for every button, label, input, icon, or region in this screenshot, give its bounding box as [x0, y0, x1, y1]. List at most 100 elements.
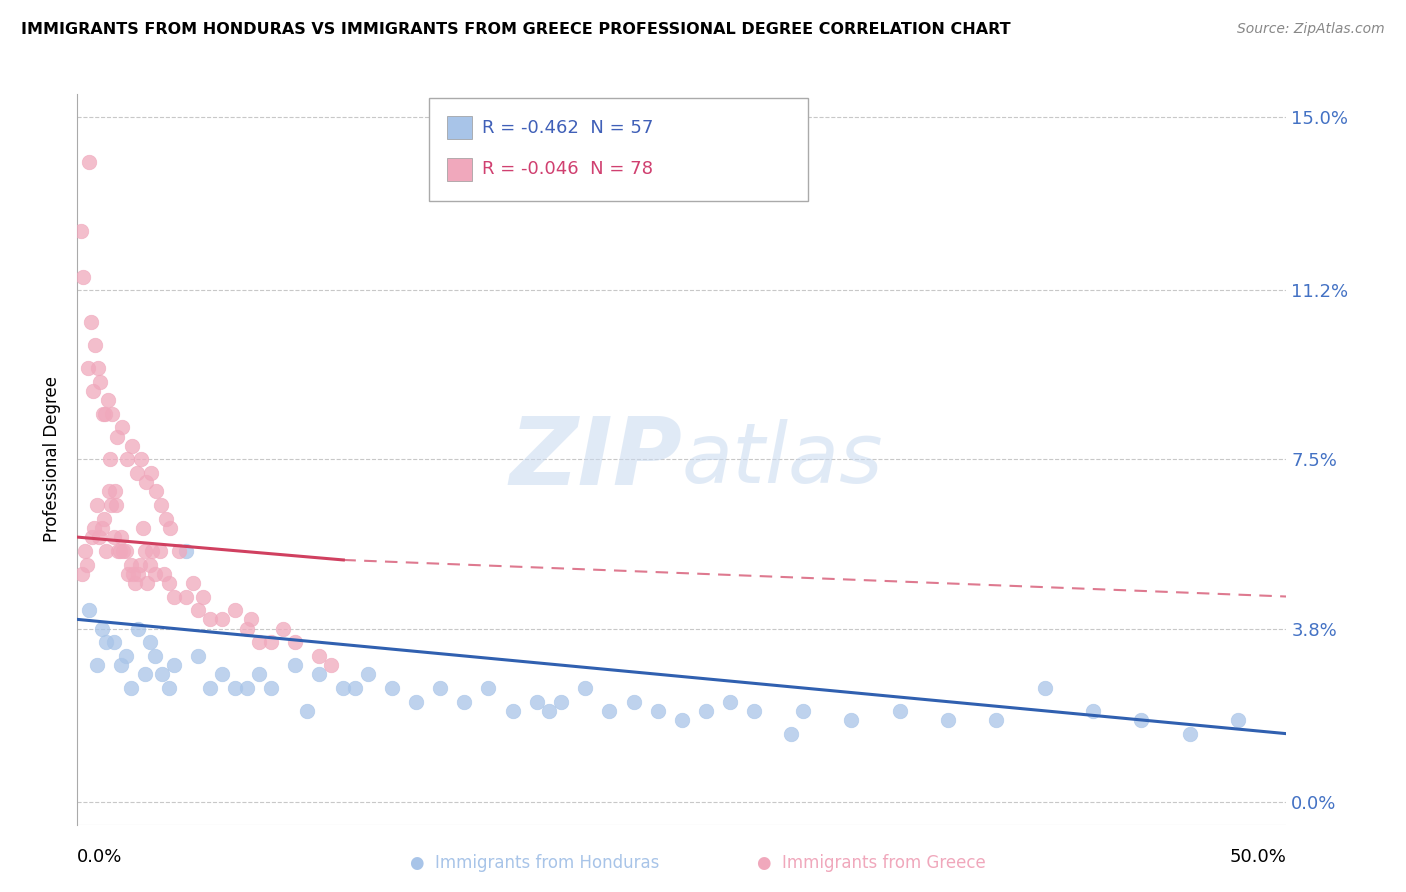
Point — [91, 407, 114, 421]
Point — [124, 575, 146, 590]
Point — [84, 338, 107, 352]
Point — [139, 635, 162, 649]
Point — [115, 452, 138, 467]
Point — [103, 530, 125, 544]
Point — [114, 544, 136, 558]
Point — [112, 544, 135, 558]
Point — [89, 375, 111, 389]
Point — [79, 155, 101, 169]
Point — [108, 544, 131, 558]
Point — [308, 667, 330, 681]
Point — [149, 498, 172, 512]
Point — [103, 635, 125, 649]
Point — [502, 704, 524, 718]
Point — [224, 681, 246, 695]
Point — [143, 566, 166, 581]
Point — [744, 704, 766, 718]
Point — [143, 648, 166, 663]
Point — [271, 622, 294, 636]
Point — [100, 498, 122, 512]
Point — [356, 667, 378, 681]
Point — [1033, 681, 1056, 695]
Point — [121, 439, 143, 453]
Point — [105, 498, 128, 512]
Point — [167, 544, 190, 558]
Point — [240, 612, 263, 626]
Text: R = -0.462  N = 57: R = -0.462 N = 57 — [482, 119, 654, 136]
Point — [163, 658, 186, 673]
Point — [718, 695, 741, 709]
Point — [792, 704, 814, 718]
Point — [671, 713, 693, 727]
Point — [90, 521, 112, 535]
Point — [157, 681, 180, 695]
Point — [598, 704, 620, 718]
Point — [453, 695, 475, 709]
Point — [104, 484, 127, 499]
Point — [986, 713, 1008, 727]
Point — [839, 713, 862, 727]
Point — [86, 658, 108, 673]
Point — [224, 603, 246, 617]
Point — [332, 681, 354, 695]
Point — [211, 612, 233, 626]
Point — [127, 566, 149, 581]
Point — [344, 681, 367, 695]
Point — [70, 566, 93, 581]
Text: ●  Immigrants from Greece: ● Immigrants from Greece — [758, 855, 986, 872]
Point — [174, 544, 197, 558]
Point — [477, 681, 499, 695]
Point — [97, 484, 120, 499]
Point — [381, 681, 404, 695]
Point — [120, 558, 142, 572]
Text: 0.0%: 0.0% — [77, 847, 122, 865]
Point — [82, 384, 104, 398]
Point — [136, 575, 159, 590]
Point — [284, 635, 307, 649]
Point — [96, 544, 118, 558]
Point — [163, 590, 186, 604]
Text: 50.0%: 50.0% — [1230, 847, 1286, 865]
Point — [110, 658, 132, 673]
Point — [90, 622, 112, 636]
Point — [936, 713, 959, 727]
Point — [77, 361, 100, 376]
Point — [87, 361, 110, 376]
Point — [134, 544, 156, 558]
Point — [150, 667, 173, 681]
Point — [72, 269, 94, 284]
Point — [73, 544, 96, 558]
Point — [145, 484, 167, 499]
Point — [247, 635, 270, 649]
Point — [1227, 713, 1250, 727]
Point — [134, 667, 156, 681]
Point — [80, 530, 103, 544]
Point — [1178, 726, 1201, 740]
Point — [429, 681, 451, 695]
Point — [247, 667, 270, 681]
Point — [141, 544, 163, 558]
Y-axis label: Professional Degree: Professional Degree — [44, 376, 62, 542]
Point — [76, 558, 98, 572]
Point — [135, 475, 157, 490]
Point — [191, 590, 214, 604]
Point — [211, 667, 233, 681]
Point — [183, 575, 205, 590]
Point — [86, 498, 108, 512]
Point — [405, 695, 427, 709]
Point — [647, 704, 669, 718]
Point — [111, 420, 134, 434]
Point — [110, 530, 132, 544]
Text: Source: ZipAtlas.com: Source: ZipAtlas.com — [1237, 22, 1385, 37]
Point — [93, 512, 115, 526]
Point — [131, 452, 153, 467]
Point — [120, 681, 142, 695]
Point — [200, 612, 222, 626]
Point — [125, 466, 148, 480]
Point — [87, 530, 110, 544]
Point — [70, 224, 93, 238]
Point — [139, 558, 162, 572]
Point — [235, 622, 257, 636]
Point — [157, 575, 180, 590]
Point — [1081, 704, 1104, 718]
